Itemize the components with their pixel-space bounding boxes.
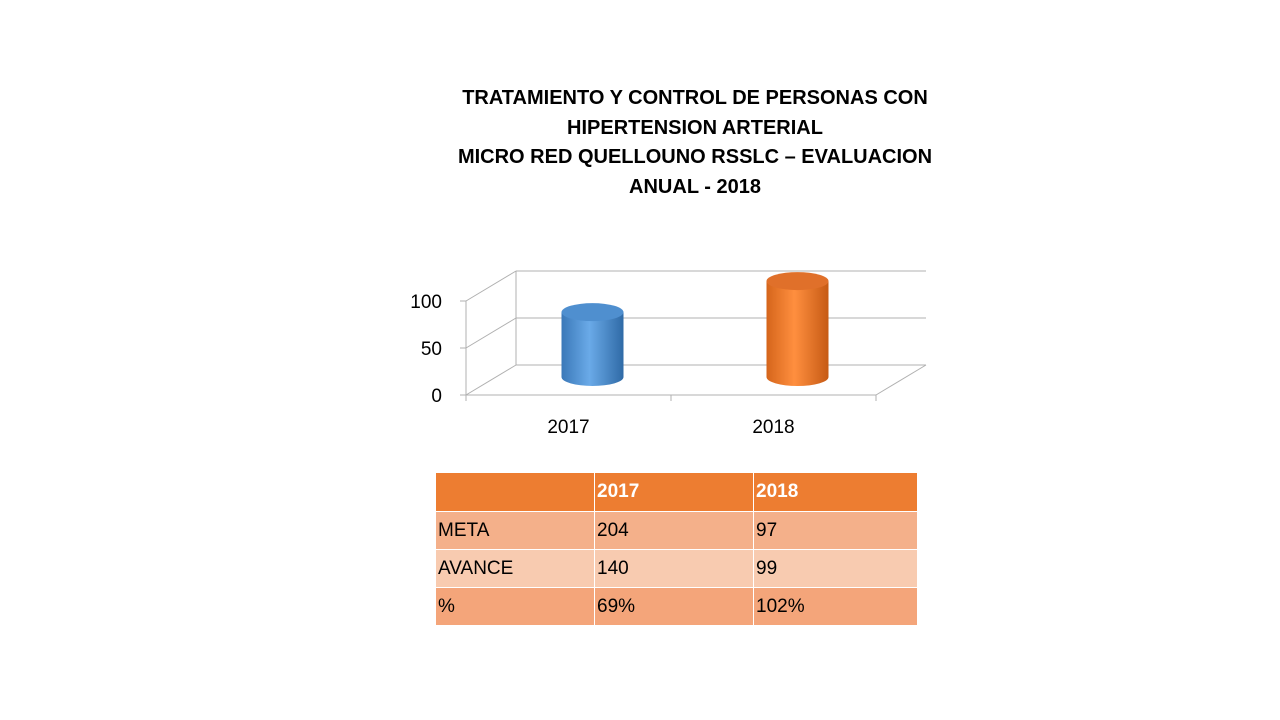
table-cell: 97 [753, 511, 918, 550]
table-cell: AVANCE [435, 549, 595, 588]
bar-2017 [561, 303, 624, 386]
table-cell: % [435, 587, 595, 626]
x-tick-label: 2018 [752, 417, 794, 438]
table-cell: 102% [753, 587, 918, 626]
grid-layer [465, 270, 926, 396]
y-tick-label: 0 [431, 386, 442, 407]
bar-2018 [766, 272, 829, 386]
chart-title-line-4: ANUAL - 2018 [629, 175, 761, 198]
table-cell: 140 [594, 549, 754, 588]
chart-title-line-3: MICRO RED QUELLOUNO RSSLC – EVALUACION [457, 146, 933, 168]
bars-layer [561, 272, 829, 386]
labels-layer: 0 50 100 2017 2018 [410, 292, 794, 438]
chart-title-line-1: TRATAMIENTO Y CONTROL DE PERSONAS CON [462, 87, 928, 109]
table-row: META 204 97 [435, 511, 918, 550]
bar-top [561, 303, 624, 322]
chart-plot: 0 50 100 2017 2018 [410, 270, 927, 438]
table-cell: 99 [753, 549, 918, 588]
floor-right-edge [875, 364, 927, 396]
table-row: % 69% 102% [435, 587, 918, 626]
table-header-cell: 2018 [753, 472, 918, 512]
x-tick-label: 2017 [547, 417, 589, 438]
bar-body [561, 312, 624, 386]
table-header-row: 2017 2018 [435, 472, 918, 512]
data-table: 2017 2018 META 204 97 AVANCE 140 99 % 69… [435, 472, 918, 626]
y-tick-label: 100 [410, 292, 442, 313]
gridline-side [465, 317, 517, 349]
bar-top [766, 272, 829, 291]
bar-body [766, 281, 829, 386]
table-cell: 69% [594, 587, 754, 626]
gridline-side [465, 270, 517, 302]
table-header-cell [435, 472, 595, 512]
chart-title: TRATAMIENTO Y CONTROL DE PERSONAS CON HI… [440, 84, 950, 202]
table-header-cell: 2017 [594, 472, 754, 512]
table-cell: META [435, 511, 595, 550]
table-cell: 204 [594, 511, 754, 550]
axis-layer [460, 300, 927, 401]
table-row: AVANCE 140 99 [435, 549, 918, 588]
y-tick-label: 50 [421, 339, 442, 360]
gridline-side [465, 364, 517, 396]
chart-title-line-2: HIPERTENSION ARTERIAL [567, 116, 823, 139]
